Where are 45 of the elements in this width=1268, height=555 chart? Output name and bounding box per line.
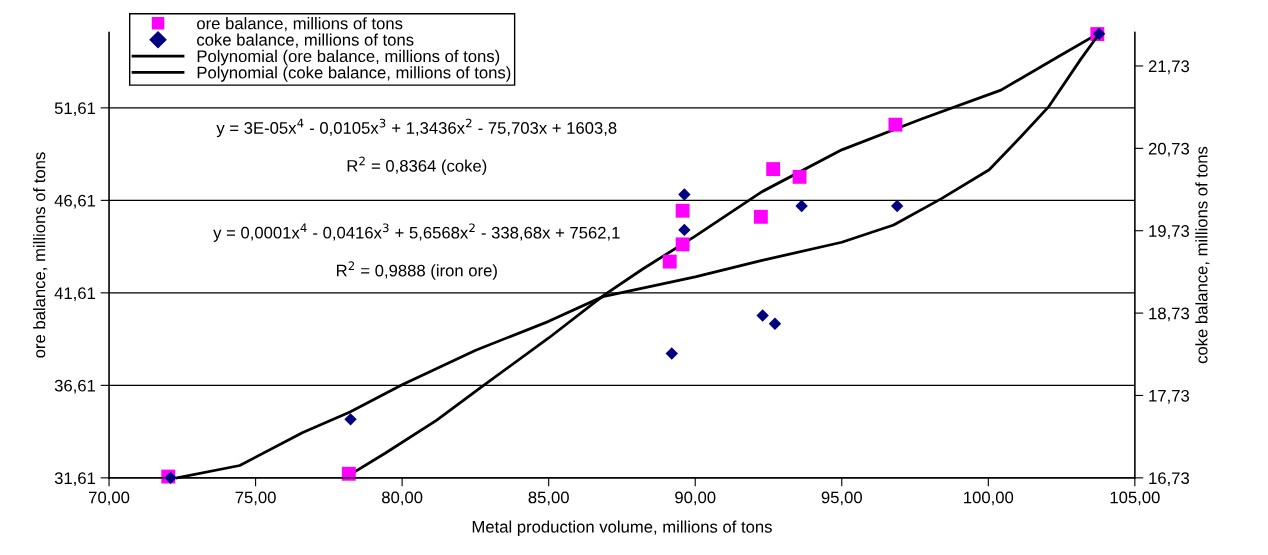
y-tick-label: 36,61	[54, 379, 96, 394]
point	[768, 317, 782, 331]
y-tick-label: 41,61	[54, 287, 96, 302]
point	[678, 223, 691, 237]
point	[665, 347, 678, 360]
y-tick-label: 46,61	[54, 194, 96, 209]
y2-tick-label: 21,73	[1148, 60, 1190, 75]
annotation: y = 3E-05x$^{4}$ - 0,0105x$^{3}$ + 1,3436x$^{2}$ - 75,703x + 1603,8	[216, 118, 617, 138]
point	[888, 117, 903, 132]
y-tick-label: 31,61	[54, 472, 96, 487]
y-axis-title: ore balance, millions of tons	[33, 152, 48, 358]
x-tick-label: 75,00	[235, 491, 276, 506]
y2-tick-label: 20,73	[1148, 142, 1190, 157]
x-axis-title: Metal production volume, millions of tons	[472, 520, 772, 537]
annotation: y = 0,0001x$^{4}$ - 0,0416x$^{3}$ + 5,6568x$^{2}$ - 338,68x + 7562,1	[213, 223, 620, 242]
point	[756, 309, 769, 322]
x-tick-label: 90,00	[675, 491, 716, 506]
x-tick-label: 95,00	[821, 491, 862, 506]
x-tick-label: 105,00	[1110, 491, 1160, 506]
point	[795, 199, 808, 213]
x-tick-label: 85,00	[528, 491, 569, 506]
point	[766, 162, 781, 177]
annotation: R$^{2}$ = 0,9888 (iron ore)	[336, 261, 497, 280]
annotation: R$^{2}$ = 0,8364 (coke)	[347, 156, 487, 176]
y2-tick-label: 19,73	[1149, 225, 1190, 239]
point	[662, 254, 677, 269]
point	[344, 413, 357, 426]
legend-label: ore balance, millions of tons	[197, 17, 403, 32]
point	[678, 188, 691, 201]
y2-tick-label: 18,73	[1149, 307, 1190, 322]
x-tick-label: 70,00	[89, 491, 130, 506]
point	[675, 203, 690, 218]
point	[792, 169, 807, 184]
legend-label: coke balance, millions of tons	[197, 33, 414, 48]
point	[890, 199, 904, 213]
x-tick-label: 100,00	[964, 491, 1014, 506]
y-tick-label: 51,61	[54, 102, 96, 117]
y2-tick-label: 16,73	[1149, 472, 1190, 487]
point	[675, 237, 690, 252]
x-tick-label: 80,00	[382, 491, 423, 506]
y2-tick-label: 17,73	[1149, 389, 1190, 404]
y2-axis-title: coke balance, millions of tons	[1195, 146, 1210, 364]
legend-label: Polynomial (coke balance, millions of tons)	[197, 66, 511, 82]
point	[753, 209, 768, 224]
legend-label: Polynomial (ore balance, millions of tons)	[197, 49, 500, 66]
